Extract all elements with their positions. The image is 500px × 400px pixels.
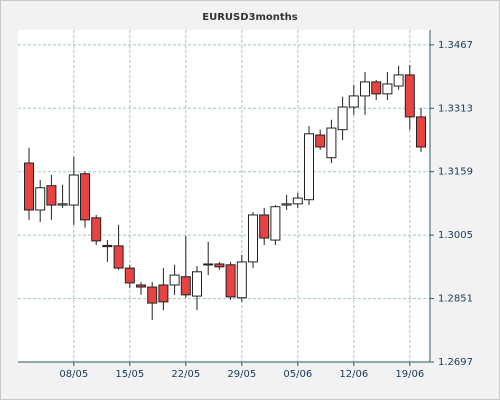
candle-body: [46, 185, 57, 206]
candle-body: [348, 95, 359, 108]
candle-body: [147, 286, 158, 304]
candle-body: [304, 133, 314, 201]
candle-body: [281, 203, 292, 206]
candle-body: [371, 81, 382, 95]
candle-body: [57, 203, 68, 206]
y-tick-label: 1.3159: [438, 167, 473, 178]
candle-body: [315, 134, 326, 148]
candle-body: [360, 81, 370, 97]
candle-body: [382, 83, 393, 95]
candle-body: [158, 284, 169, 303]
candle-body: [136, 284, 146, 288]
candle-body: [259, 214, 270, 239]
candle-body: [24, 162, 34, 211]
candle-body: [337, 106, 348, 131]
x-tick-label: 12/06: [339, 369, 368, 380]
candle-body: [292, 197, 303, 205]
y-tick-label: 1.3005: [438, 230, 473, 241]
y-tick-label: 1.2697: [438, 357, 473, 368]
x-tick-label: 05/06: [283, 369, 312, 380]
candle-body: [102, 244, 113, 248]
candle-body: [113, 245, 124, 269]
candle-body: [68, 174, 79, 206]
candle-body: [169, 274, 180, 286]
x-tick-label: 29/05: [227, 369, 256, 380]
plot-area: [18, 30, 430, 362]
x-tick-label: 22/05: [171, 369, 200, 380]
candle-body: [270, 206, 281, 241]
chart-title: EURUSD3months: [202, 12, 298, 23]
candle-body: [91, 217, 102, 242]
candle-body: [236, 261, 247, 299]
y-tick-label: 1.3467: [438, 40, 473, 51]
candle-body: [180, 276, 191, 296]
x-tick-label: 19/06: [395, 369, 424, 380]
candle-body: [416, 116, 426, 148]
candle-body: [124, 267, 135, 284]
candle-body: [203, 263, 214, 266]
candle-body: [80, 173, 90, 221]
candle-body: [192, 271, 202, 297]
candle-body: [35, 187, 46, 211]
x-tick-label: 15/05: [115, 369, 144, 380]
candle-body: [326, 127, 337, 159]
y-tick-label: 1.2851: [438, 294, 473, 305]
x-tick-label: 08/05: [59, 369, 88, 380]
candle-body: [214, 263, 225, 268]
candle-body: [393, 74, 404, 87]
candle-body: [248, 214, 258, 263]
candle-body: [404, 74, 415, 118]
candle-body: [225, 264, 236, 298]
y-tick-label: 1.3313: [438, 103, 473, 114]
